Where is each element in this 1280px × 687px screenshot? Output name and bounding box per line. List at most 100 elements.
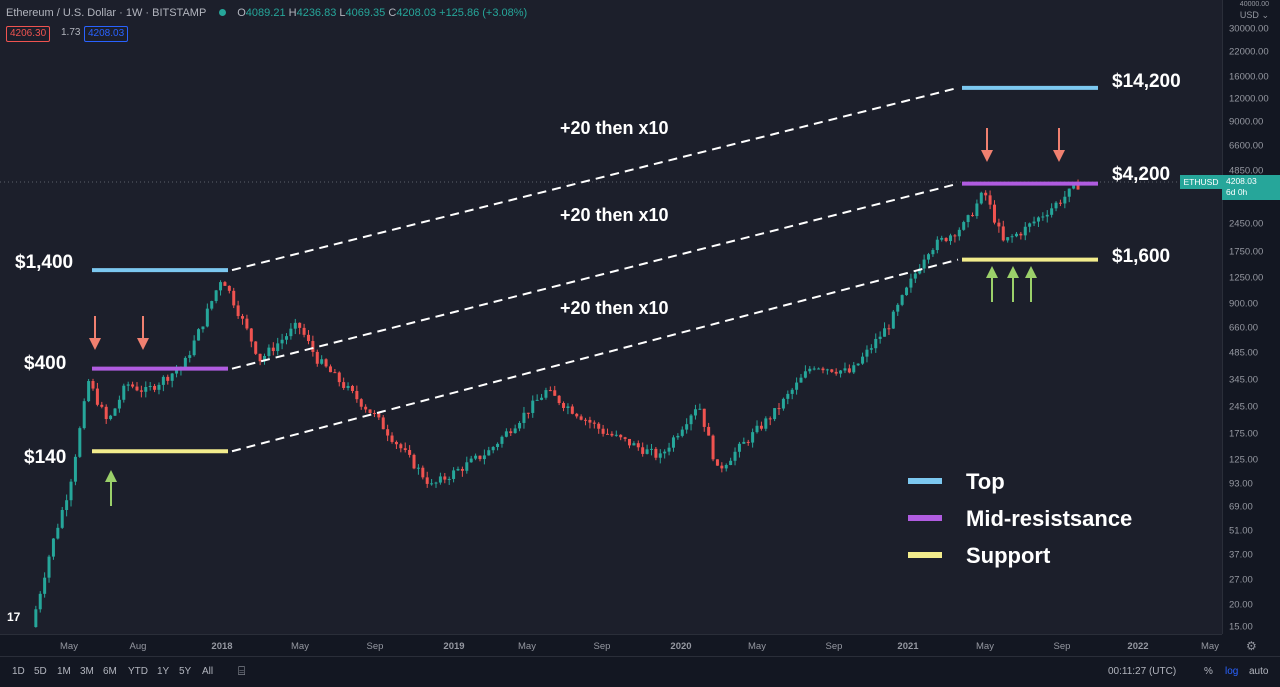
utc-clock[interactable]: 00:11:27 (UTC) xyxy=(1108,666,1177,677)
candle-body xyxy=(328,366,332,373)
candle-body xyxy=(641,447,645,454)
candle-body xyxy=(799,377,803,383)
candle-body xyxy=(984,192,988,196)
price-tag-symbol: ETHUSD xyxy=(1180,175,1222,189)
candle-body xyxy=(588,419,592,423)
candle-body xyxy=(852,365,856,373)
candle-body xyxy=(100,404,104,407)
timeframe-button-1m[interactable]: 1M xyxy=(57,666,71,677)
price-tag-value: 4208.03 6d 0h xyxy=(1222,175,1280,200)
y-tick-label: 660.00 xyxy=(1229,322,1259,334)
candle-body xyxy=(500,436,504,444)
candle-body xyxy=(737,443,741,452)
candle-body xyxy=(953,235,957,237)
candle-body xyxy=(808,368,812,372)
candle-body xyxy=(839,370,843,374)
candle-body xyxy=(526,412,530,414)
candle-body xyxy=(386,429,390,436)
x-tick-label: May xyxy=(518,641,536,652)
candle-body xyxy=(219,282,223,291)
ask-price-badge[interactable]: 4208.03 xyxy=(84,26,129,42)
candle-body xyxy=(298,322,302,328)
x-tick-label: 2019 xyxy=(443,641,465,652)
symbol-name[interactable]: Ethereum / U.S. Dollar xyxy=(6,7,117,19)
legend-swatch-support xyxy=(908,552,942,558)
candle-body xyxy=(223,282,227,286)
open-value: 4089.21 xyxy=(245,7,286,19)
candle-body xyxy=(821,368,825,371)
y-tick-label: 125.00 xyxy=(1229,454,1259,466)
left-top-label: $1,400 xyxy=(15,252,74,273)
support-arrow-icon-head xyxy=(986,266,998,278)
candle-body xyxy=(447,478,451,480)
timeframe-button-1d[interactable]: 1D xyxy=(12,666,25,677)
support-arrow-icon-head xyxy=(105,470,117,482)
timeframe-button-6m[interactable]: 6M xyxy=(103,666,117,677)
price-axis[interactable]: 40000.00 USD ⌄ 30000.00 22000.00 16000.00 1… xyxy=(1222,0,1280,634)
timeframe-button-5d[interactable]: 5D xyxy=(34,666,47,677)
x-tick-label: 2018 xyxy=(211,641,233,652)
date-range-calendar-icon[interactable]: ⌸ xyxy=(238,664,246,678)
candle-body xyxy=(1032,221,1036,224)
candle-body xyxy=(887,328,891,330)
candle-body xyxy=(927,254,931,260)
y-tick-label: 15.00 xyxy=(1229,621,1253,633)
candle-body xyxy=(935,239,939,251)
candle-body xyxy=(1041,216,1045,218)
bid-price-badge[interactable]: 4206.30 xyxy=(6,26,51,42)
timeframe-button-ytd[interactable]: YTD xyxy=(128,666,148,677)
candle-body xyxy=(293,322,297,329)
price-chart-svg[interactable] xyxy=(0,0,1222,634)
x-tick-label: Sep xyxy=(825,641,843,652)
candle-body xyxy=(126,384,130,386)
chart-plot-area[interactable]: Ethereum / U.S. Dollar · 1W · BITSTAMP O… xyxy=(0,0,1222,634)
timeframe-button-1y[interactable]: 1Y xyxy=(157,666,170,677)
timeframe-button-5y[interactable]: 5Y xyxy=(179,666,192,677)
candle-body xyxy=(557,395,561,404)
candle-body xyxy=(482,455,486,460)
candle-body xyxy=(619,434,623,438)
candle-body xyxy=(474,455,478,459)
candle-body xyxy=(359,399,363,407)
candle-body xyxy=(759,425,763,429)
candle-body xyxy=(469,458,473,463)
log-scale-toggle[interactable]: log xyxy=(1225,666,1239,677)
x-tick-label: May xyxy=(291,641,309,652)
candle-body xyxy=(306,334,310,342)
timeframe-button-all[interactable]: All xyxy=(202,666,214,677)
x-tick-label: May xyxy=(748,641,766,652)
y-tick-label: 485.00 xyxy=(1229,347,1259,359)
candle-body xyxy=(460,468,464,471)
candle-body xyxy=(680,429,684,436)
x-tick-label: 2020 xyxy=(670,641,692,652)
y-tick-label: 1750.00 xyxy=(1229,246,1264,258)
resistance-arrow-icon-head xyxy=(137,338,149,350)
left-mid-label: $400 xyxy=(24,353,67,374)
x-tick-label: Sep xyxy=(366,641,384,652)
time-axis[interactable]: May Aug 2018 May Sep 2019 May Sep 2020 May Sep 2021… xyxy=(0,634,1257,657)
candle-body xyxy=(1010,236,1014,238)
candle-body xyxy=(592,422,596,424)
candle-body xyxy=(693,409,697,416)
interval-label[interactable]: 1W xyxy=(125,7,143,19)
legend-label-support: Support xyxy=(966,543,1051,568)
candle-body xyxy=(900,295,904,305)
candle-body xyxy=(170,373,174,381)
tradingview-logo-icon[interactable]: 17 xyxy=(7,610,21,624)
currency-selector[interactable]: 40000.00 USD ⌄ xyxy=(1237,0,1269,20)
candle-body xyxy=(1036,217,1040,222)
candle-body xyxy=(443,476,447,480)
chart-settings-gear-icon[interactable]: ⚙ xyxy=(1246,639,1257,653)
candle-body xyxy=(522,412,526,423)
auto-scale-toggle[interactable]: auto xyxy=(1249,666,1269,677)
candle-body xyxy=(408,450,412,455)
candle-body xyxy=(663,451,667,454)
timeframe-button-3m[interactable]: 3M xyxy=(80,666,94,677)
candle-body xyxy=(702,408,706,427)
candle-body xyxy=(671,437,675,448)
percent-scale-toggle[interactable]: % xyxy=(1204,666,1213,677)
y-tick-label: 37.00 xyxy=(1229,549,1253,561)
x-tick-label: Aug xyxy=(129,641,147,652)
high-value: 4236.83 xyxy=(296,7,337,19)
candle-body xyxy=(707,426,711,436)
